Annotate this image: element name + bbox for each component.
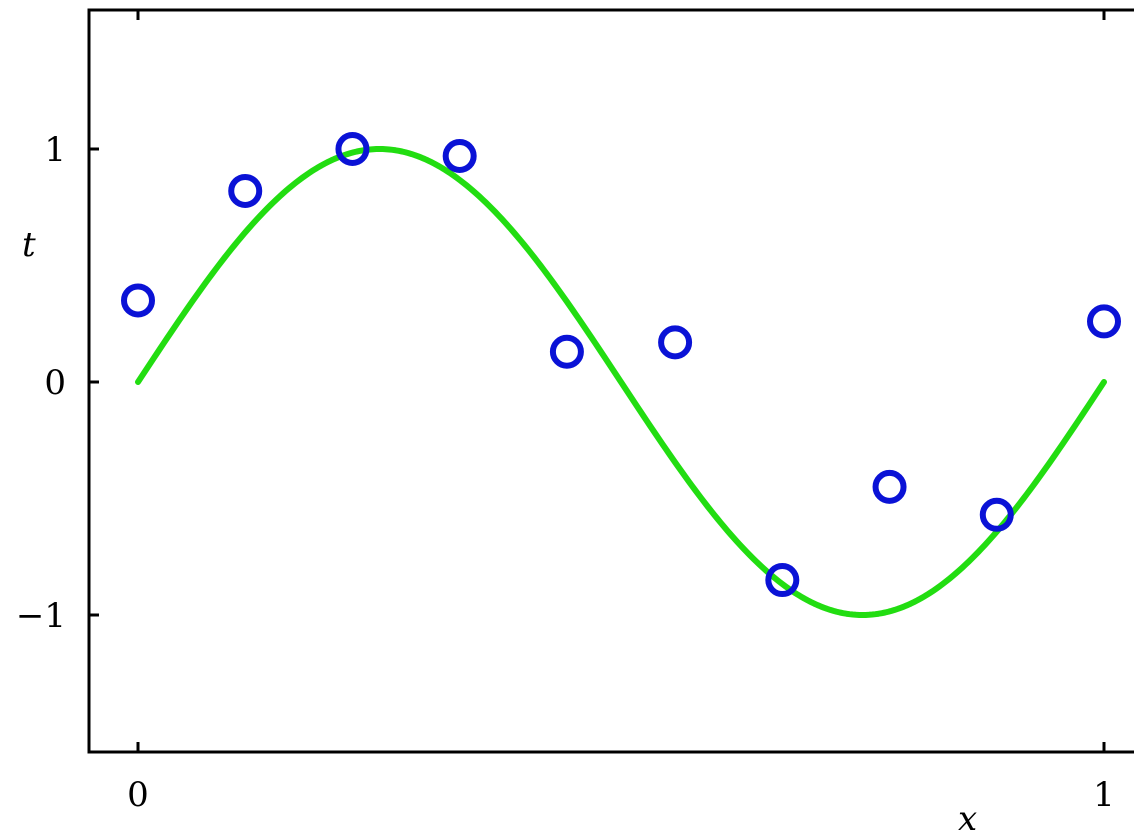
- x-tick-label: 1: [1093, 775, 1115, 815]
- data-point: [872, 469, 907, 504]
- data-point: [658, 325, 693, 360]
- data-point: [765, 563, 800, 598]
- data-point: [228, 173, 263, 208]
- plot-frame: [87, 8, 1134, 754]
- x-axis-label: x: [958, 799, 977, 839]
- data-points: [121, 132, 1121, 598]
- y-axis-label: t: [22, 225, 36, 265]
- x-tick-label: 0: [127, 775, 149, 815]
- y-tick-label: 1: [44, 130, 66, 170]
- y-tick-label: −1: [16, 596, 66, 636]
- data-point: [549, 334, 584, 369]
- y-tick-labels: −1 0 1: [16, 130, 66, 636]
- data-point: [1087, 304, 1121, 339]
- data-point: [442, 138, 477, 173]
- data-point: [335, 132, 370, 166]
- x-axis-ticks: [136, 10, 1106, 752]
- y-axis-ticks: [89, 147, 99, 617]
- data-point: [121, 283, 155, 318]
- y-tick-label: 0: [44, 363, 66, 403]
- data-point: [979, 497, 1014, 532]
- sine-curve: [135, 146, 1107, 618]
